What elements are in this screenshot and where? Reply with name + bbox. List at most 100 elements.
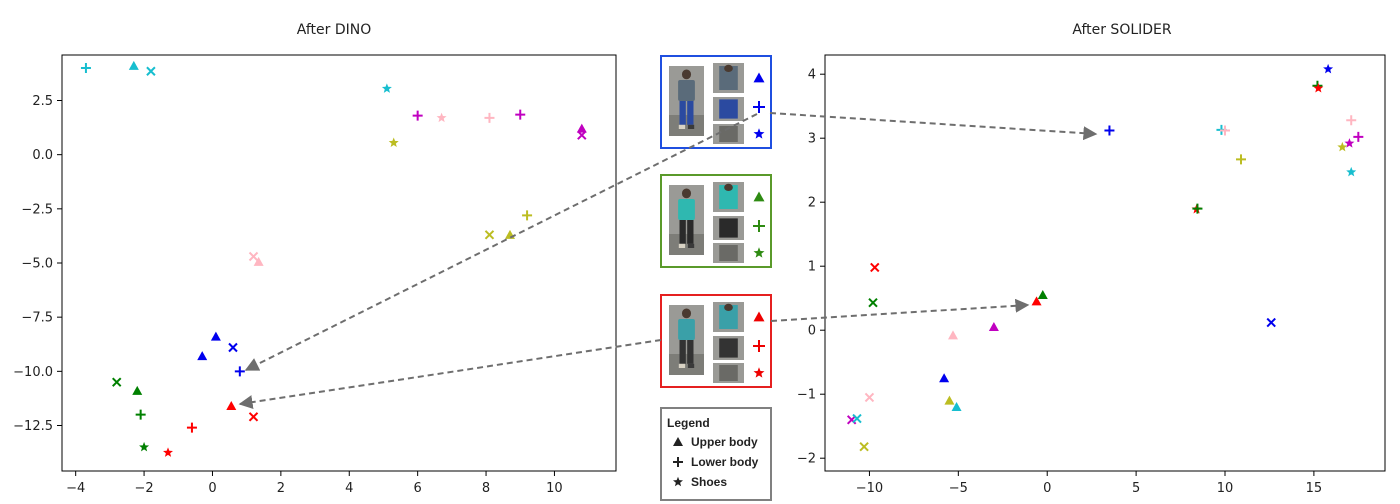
dino-y-tick-label: −5.0 bbox=[21, 257, 53, 272]
dino-y-tick-label: 2.5 bbox=[32, 94, 53, 109]
dino-point-triangle bbox=[210, 331, 221, 341]
legend-item-label: Upper body bbox=[691, 435, 758, 449]
sample-upper-body-image bbox=[713, 63, 744, 93]
dino-point-triangle bbox=[576, 123, 587, 133]
sample-shoes-marker bbox=[753, 247, 765, 258]
solider-point-star bbox=[1337, 141, 1348, 152]
dino-point-triangle bbox=[132, 385, 143, 395]
dino-x-tick-label: −2 bbox=[134, 481, 153, 496]
solider-point-plus bbox=[1236, 154, 1246, 165]
dino-point-plus bbox=[484, 112, 495, 123]
sample-lower-body-marker bbox=[753, 340, 765, 352]
solider-point-plus bbox=[1192, 203, 1203, 214]
dino-point-star bbox=[388, 137, 399, 147]
solider-point-star bbox=[1344, 138, 1355, 148]
solider-point-triangle bbox=[948, 330, 958, 340]
dino-points bbox=[80, 60, 587, 457]
solider-point-x bbox=[870, 262, 880, 273]
dino-x-tick-label: 2 bbox=[277, 481, 285, 496]
solider-point-triangle bbox=[944, 395, 955, 405]
dino-point-x bbox=[146, 66, 156, 76]
dino-point-triangle bbox=[128, 60, 139, 70]
solider-point-x bbox=[1266, 317, 1276, 328]
dino-point-plus bbox=[135, 409, 146, 420]
solider-chart-title: After SOLIDER bbox=[1072, 22, 1172, 38]
solider-point-triangle bbox=[951, 402, 962, 411]
dino-point-x bbox=[248, 251, 259, 262]
dino-plot-frame bbox=[61, 54, 617, 472]
sample-upper-body-marker bbox=[753, 191, 765, 202]
dino-point-x bbox=[112, 377, 122, 387]
arrow-blue-lower-to-dino bbox=[244, 113, 758, 371]
solider-y-axis: 4 3 2 1 0 −1 −2 bbox=[797, 68, 825, 467]
dino-x-tick-label: 10 bbox=[546, 481, 563, 496]
solider-y-tick-label: 0 bbox=[808, 324, 816, 339]
dino-point-x bbox=[484, 230, 495, 240]
dino-point-plus bbox=[234, 366, 245, 377]
sample-lower-body-marker bbox=[753, 101, 765, 113]
sample-green-person bbox=[660, 174, 772, 268]
dino-point-star bbox=[436, 112, 447, 123]
solider-points bbox=[846, 63, 1364, 452]
sample-shoes-image bbox=[713, 124, 744, 144]
sample-blue-person bbox=[660, 55, 772, 149]
dino-y-tick-label: −12.5 bbox=[13, 419, 53, 434]
legend-item-label: Lower body bbox=[691, 455, 759, 469]
dino-y-tick-label: −7.5 bbox=[21, 311, 53, 326]
sample-full-body-image bbox=[669, 185, 704, 255]
legend-item-label: Shoes bbox=[691, 475, 727, 489]
solider-point-x bbox=[868, 297, 878, 308]
dino-x-tick-label: 8 bbox=[482, 481, 490, 496]
sample-shoes-image bbox=[713, 363, 744, 383]
solider-point-x bbox=[864, 392, 875, 403]
sample-full-body-image bbox=[669, 305, 704, 375]
dino-x-tick-label: −4 bbox=[66, 481, 85, 496]
solider-y-tick-label: 2 bbox=[808, 196, 816, 211]
dino-point-plus bbox=[186, 422, 197, 433]
solider-y-tick-label: −2 bbox=[797, 452, 816, 467]
dino-point-plus bbox=[515, 109, 526, 120]
solider-x-tick-label: 15 bbox=[1306, 481, 1323, 496]
solider-point-plus bbox=[1346, 115, 1357, 126]
solider-point-triangle bbox=[1037, 290, 1048, 299]
sample-upper-body-image bbox=[713, 182, 744, 212]
connection-arrows bbox=[238, 112, 1098, 410]
sample-lower-body-image bbox=[713, 97, 744, 121]
dino-y-axis: 2.5 0.0 −2.5 −5.0 −7.5 −10.0 −12.5 bbox=[13, 94, 62, 434]
sample-shoes-image bbox=[713, 243, 744, 263]
dino-point-triangle bbox=[226, 401, 237, 410]
dino-point-triangle bbox=[253, 256, 264, 266]
solider-point-triangle bbox=[939, 373, 950, 383]
solider-y-tick-label: −1 bbox=[797, 388, 816, 403]
arrow-blue-lower-to-solider bbox=[769, 112, 1098, 141]
dino-point-plus bbox=[522, 210, 533, 221]
solider-point-x bbox=[852, 413, 862, 424]
sample-lower-body-marker bbox=[753, 220, 765, 232]
dino-y-tick-label: 0.0 bbox=[32, 148, 53, 163]
solider-point-star bbox=[1323, 63, 1334, 74]
dino-point-plus bbox=[412, 110, 423, 121]
sample-lower-body-image bbox=[713, 216, 744, 240]
sample-shoes-marker bbox=[753, 367, 765, 378]
legend-triangle-icon bbox=[673, 437, 683, 446]
sample-upper-body-marker bbox=[753, 72, 765, 83]
sample-upper-body-marker bbox=[753, 311, 765, 322]
solider-x-tick-label: 5 bbox=[1132, 481, 1140, 496]
solider-point-triangle bbox=[1031, 296, 1042, 306]
sample-upper-body-image bbox=[713, 302, 744, 332]
dino-point-x bbox=[577, 130, 587, 140]
sample-panels bbox=[660, 55, 772, 388]
legend-star-icon bbox=[673, 476, 683, 487]
solider-x-tick-label: −5 bbox=[949, 481, 968, 496]
solider-point-x bbox=[859, 441, 869, 452]
dino-x-tick-label: 6 bbox=[414, 481, 422, 496]
dino-point-plus bbox=[80, 63, 91, 73]
dino-x-tick-label: 4 bbox=[345, 481, 353, 496]
solider-point-star bbox=[1346, 166, 1357, 177]
solider-plot-frame bbox=[824, 54, 1386, 472]
arrow-red-upper-to-dino bbox=[238, 339, 662, 410]
sample-red-person bbox=[660, 294, 772, 388]
sample-lower-body-image bbox=[713, 336, 744, 360]
dino-y-tick-label: −2.5 bbox=[21, 202, 53, 217]
